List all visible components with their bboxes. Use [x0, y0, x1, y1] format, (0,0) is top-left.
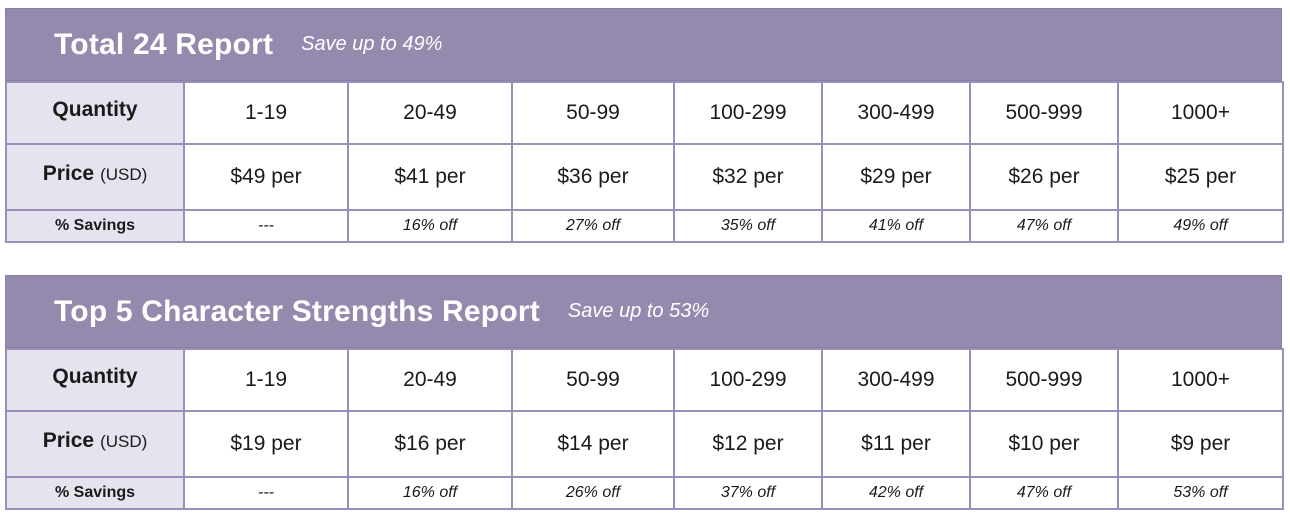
quantity-cell: 1000+	[1117, 348, 1284, 412]
savings-row: % Savings --- 16% off 27% off 35% off 41…	[5, 209, 1284, 243]
quantity-cell: 1-19	[183, 348, 349, 412]
quantity-cell: 1-19	[183, 81, 349, 145]
savings-cell: 35% off	[673, 209, 823, 243]
price-cell: $10 per	[969, 410, 1119, 478]
price-label: Price (USD)	[5, 410, 185, 478]
savings-cell: 16% off	[347, 476, 513, 510]
quantity-cell: 300-499	[821, 348, 971, 412]
price-label-text: Price	[42, 162, 95, 185]
pricing-table: Quantity 1-19 20-49 50-99 100-299 300-49…	[5, 348, 1284, 510]
quantity-cell: 50-99	[511, 81, 675, 145]
price-cell: $36 per	[511, 143, 675, 211]
price-row: Price (USD) $49 per $41 per $36 per $32 p…	[5, 143, 1284, 211]
savings-cell: 42% off	[821, 476, 971, 510]
quantity-cell: 1000+	[1117, 81, 1284, 145]
quantity-cell: 500-999	[969, 348, 1119, 412]
savings-cell: 27% off	[511, 209, 675, 243]
price-cell: $32 per	[673, 143, 823, 211]
quantity-label: Quantity	[5, 348, 185, 412]
price-cell: $11 per	[821, 410, 971, 478]
price-cell: $12 per	[673, 410, 823, 478]
price-cell: $26 per	[969, 143, 1119, 211]
savings-cell: 37% off	[673, 476, 823, 510]
savings-cell: 47% off	[969, 209, 1119, 243]
price-cell: $16 per	[347, 410, 513, 478]
pricing-block-top-5-strengths: Top 5 Character Strengths Report Save up…	[5, 275, 1284, 510]
savings-cell: 41% off	[821, 209, 971, 243]
pricing-table: Quantity 1-19 20-49 50-99 100-299 300-49…	[5, 81, 1284, 243]
price-unit: (USD)	[100, 165, 148, 184]
savings-cell: 47% off	[969, 476, 1119, 510]
price-label: Price (USD)	[5, 143, 185, 211]
savings-cell: ---	[183, 476, 349, 510]
quantity-cell: 50-99	[511, 348, 675, 412]
quantity-cell: 20-49	[347, 348, 513, 412]
price-cell: $29 per	[821, 143, 971, 211]
quantity-cell: 100-299	[673, 81, 823, 145]
quantity-row: Quantity 1-19 20-49 50-99 100-299 300-49…	[5, 348, 1284, 412]
savings-cell: 49% off	[1117, 209, 1284, 243]
savings-cell: ---	[183, 209, 349, 243]
report-savings-subtitle: Save up to 49%	[301, 33, 443, 55]
savings-row: % Savings --- 16% off 26% off 37% off 42…	[5, 476, 1284, 510]
savings-cell: 26% off	[511, 476, 675, 510]
pricing-block-total-24: Total 24 Report Save up to 49% Quantity …	[5, 8, 1284, 243]
price-label-text: Price	[42, 429, 95, 452]
quantity-cell: 500-999	[969, 81, 1119, 145]
report-savings-subtitle: Save up to 53%	[567, 300, 710, 322]
quantity-cell: 20-49	[347, 81, 513, 145]
price-cell: $14 per	[511, 410, 675, 478]
quantity-label: Quantity	[5, 81, 185, 145]
savings-label: % Savings	[5, 476, 185, 510]
report-title: Total 24 Report	[54, 27, 274, 61]
price-cell: $41 per	[347, 143, 513, 211]
quantity-row: Quantity 1-19 20-49 50-99 100-299 300-49…	[5, 81, 1284, 145]
price-cell: $19 per	[183, 410, 349, 478]
savings-label: % Savings	[5, 209, 185, 243]
price-cell: $49 per	[183, 143, 349, 211]
savings-cell: 53% off	[1117, 476, 1284, 510]
report-title: Top 5 Character Strengths Report	[54, 294, 540, 328]
block-header: Top 5 Character Strengths Report Save up…	[5, 275, 1282, 348]
price-row: Price (USD) $19 per $16 per $14 per $12 p…	[5, 410, 1284, 478]
quantity-cell: 300-499	[821, 81, 971, 145]
savings-cell: 16% off	[347, 209, 513, 243]
price-cell: $25 per	[1117, 143, 1284, 211]
price-cell: $9 per	[1117, 410, 1284, 478]
price-unit: (USD)	[100, 432, 148, 451]
block-header: Total 24 Report Save up to 49%	[5, 8, 1282, 81]
quantity-cell: 100-299	[673, 348, 823, 412]
